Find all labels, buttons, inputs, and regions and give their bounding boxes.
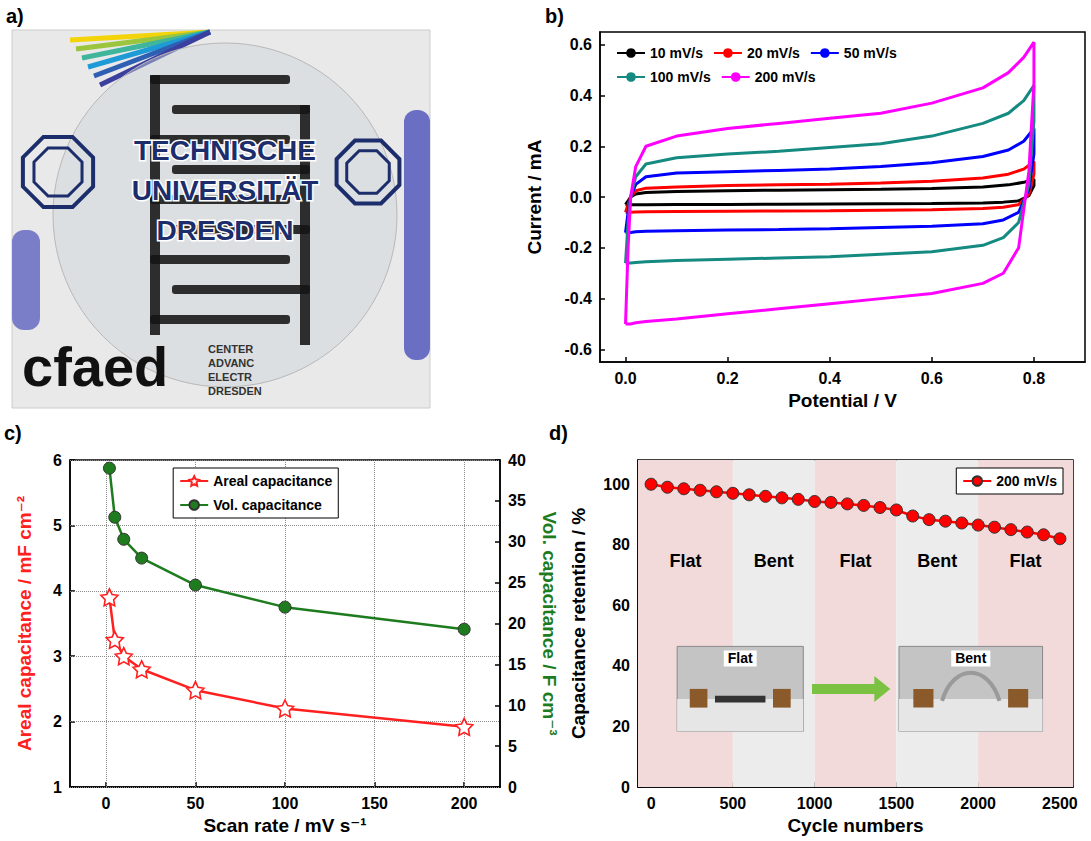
svg-text:0.4: 0.4 — [819, 370, 841, 387]
svg-text:50: 50 — [187, 795, 205, 812]
svg-text:100: 100 — [603, 476, 630, 493]
svg-text:a): a) — [6, 5, 24, 27]
svg-text:500: 500 — [719, 795, 746, 812]
svg-text:-0.2: -0.2 — [564, 239, 592, 256]
svg-text:Bent: Bent — [754, 551, 794, 571]
svg-text:Areal capacitance: Areal capacitance — [213, 473, 332, 489]
svg-text:CENTER: CENTER — [208, 343, 253, 355]
svg-text:6: 6 — [53, 452, 62, 469]
svg-text:0.0: 0.0 — [614, 370, 636, 387]
svg-text:20 mV/s: 20 mV/s — [747, 45, 800, 61]
svg-text:20: 20 — [508, 615, 526, 632]
svg-text:0.4: 0.4 — [570, 87, 592, 104]
svg-text:1500: 1500 — [879, 795, 915, 812]
svg-text:50 mV/s: 50 mV/s — [844, 45, 897, 61]
svg-text:Flat: Flat — [728, 650, 753, 666]
svg-text:200 mV/s: 200 mV/s — [755, 69, 816, 85]
svg-text:100 mV/s: 100 mV/s — [650, 69, 711, 85]
svg-text:DRESDEN: DRESDEN — [157, 215, 294, 246]
svg-text:2500: 2500 — [1042, 795, 1078, 812]
svg-text:Bent: Bent — [917, 551, 957, 571]
svg-text:Cycle numbers: Cycle numbers — [787, 815, 923, 836]
svg-text:Current / mA: Current / mA — [524, 139, 545, 254]
svg-text:80: 80 — [612, 536, 630, 553]
svg-text:10: 10 — [508, 697, 526, 714]
svg-text:c): c) — [4, 422, 22, 444]
svg-text:2000: 2000 — [960, 795, 996, 812]
svg-text:100: 100 — [272, 795, 299, 812]
svg-text:0.8: 0.8 — [1023, 370, 1045, 387]
svg-text:30: 30 — [508, 533, 526, 550]
svg-text:0.6: 0.6 — [921, 370, 943, 387]
svg-text:60: 60 — [612, 597, 630, 614]
svg-text:Flat: Flat — [1010, 551, 1042, 571]
svg-text:150: 150 — [361, 795, 388, 812]
svg-text:1: 1 — [53, 779, 62, 796]
svg-text:ELECTR: ELECTR — [208, 371, 252, 383]
svg-text:10 mV/s: 10 mV/s — [650, 45, 703, 61]
svg-text:0: 0 — [647, 795, 656, 812]
svg-text:5: 5 — [53, 517, 62, 534]
svg-text:200 mV/s: 200 mV/s — [996, 473, 1057, 489]
svg-text:0.0: 0.0 — [570, 189, 592, 206]
svg-text:UNIVERSITÄT: UNIVERSITÄT — [132, 175, 319, 206]
svg-text:Vol. capacitance / F cm⁻³: Vol. capacitance / F cm⁻³ — [539, 511, 560, 735]
svg-text:Areal capacitance / mF cm⁻²: Areal capacitance / mF cm⁻² — [14, 496, 35, 751]
svg-text:0.2: 0.2 — [570, 138, 592, 155]
svg-text:40: 40 — [508, 452, 526, 469]
svg-text:15: 15 — [508, 656, 526, 673]
svg-text:0: 0 — [508, 779, 517, 796]
svg-text:1000: 1000 — [797, 795, 833, 812]
svg-text:Bent: Bent — [955, 650, 986, 666]
svg-text:DRESDEN: DRESDEN — [208, 385, 262, 397]
svg-text:2: 2 — [53, 713, 62, 730]
svg-text:Potential / V: Potential / V — [788, 390, 897, 411]
svg-text:TECHNISCHE: TECHNISCHE — [134, 135, 316, 166]
svg-text:Flat: Flat — [669, 551, 701, 571]
svg-text:40: 40 — [612, 657, 630, 674]
svg-text:Scan rate / mV s⁻¹: Scan rate / mV s⁻¹ — [203, 815, 366, 836]
svg-text:3: 3 — [53, 648, 62, 665]
svg-text:Capacitance retention / %: Capacitance retention / % — [568, 508, 589, 739]
svg-text:5: 5 — [508, 738, 517, 755]
svg-text:0: 0 — [101, 795, 110, 812]
svg-text:-0.4: -0.4 — [564, 290, 592, 307]
svg-text:Vol. capacitance: Vol. capacitance — [213, 497, 322, 513]
svg-text:0: 0 — [621, 779, 630, 796]
svg-text:25: 25 — [508, 574, 526, 591]
svg-text:35: 35 — [508, 492, 526, 509]
svg-text:ADVANC: ADVANC — [208, 357, 254, 369]
svg-text:Flat: Flat — [839, 551, 871, 571]
svg-text:20: 20 — [612, 718, 630, 735]
svg-text:200: 200 — [451, 795, 478, 812]
svg-text:b): b) — [545, 5, 564, 27]
svg-text:cfaed: cfaed — [22, 335, 168, 398]
svg-text:4: 4 — [53, 582, 62, 599]
svg-text:d): d) — [549, 422, 568, 444]
svg-text:0.6: 0.6 — [570, 36, 592, 53]
svg-text:0.2: 0.2 — [717, 370, 739, 387]
svg-text:-0.6: -0.6 — [564, 341, 592, 358]
